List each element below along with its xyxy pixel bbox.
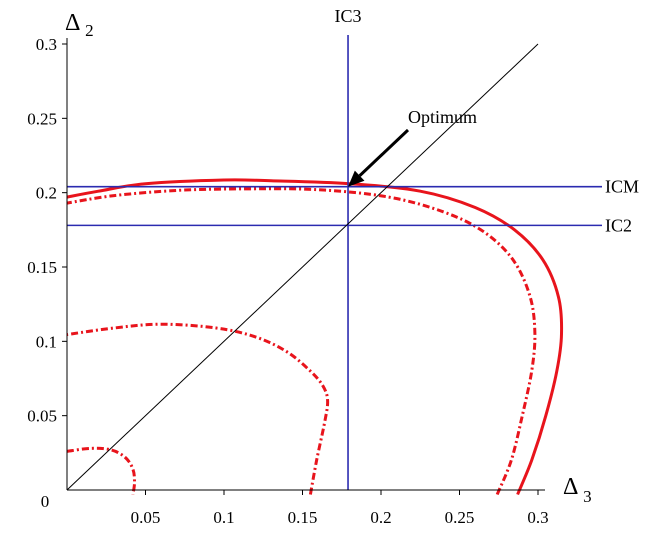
x-tick-label: 0.05 (131, 508, 161, 527)
label-icm: ICM (605, 177, 639, 197)
y-tick-label: 0.25 (27, 109, 57, 128)
curve-2 (66, 187, 537, 496)
x-tick-label: 0 (41, 492, 50, 511)
x-tick-label: 0.25 (445, 508, 475, 527)
diagonal-line (66, 43, 539, 491)
y-tick-label: 0.15 (27, 258, 57, 277)
y-tick-label: 0.1 (36, 332, 57, 351)
y-tick-label: 0.2 (36, 184, 57, 203)
labels-layer: IC3 ICM IC2 Δ 2 Δ 3 Optimum (65, 6, 639, 506)
optimum-arrow-shaft (358, 128, 410, 177)
curves-layer (66, 178, 564, 496)
x-tick-label: 0.1 (213, 508, 234, 527)
optimum-arrow-head (348, 170, 365, 187)
reference-lines-layer (66, 35, 602, 491)
optimum-label: Optimum (408, 107, 477, 127)
label-ic3: IC3 (335, 6, 362, 26)
x-tick-label: 0.2 (370, 508, 391, 527)
curve-3 (66, 322, 330, 495)
x-axis-title: Δ 3 (563, 474, 592, 506)
x-tick-label: 0.3 (527, 508, 548, 527)
y-tick-label: 0.05 (27, 407, 57, 426)
axes-layer: 0 0.05 0.1 0.15 0.2 0.25 0.3 0.05 0.1 0.15 0.2 0.25… (27, 35, 548, 527)
y-tick-label: 0.3 (36, 35, 57, 54)
curve-1 (66, 178, 564, 496)
y-axis-title: Δ 2 (65, 10, 94, 40)
curve-4 (66, 446, 137, 495)
label-ic2: IC2 (605, 215, 632, 235)
x-tick-label: 0.15 (288, 508, 318, 527)
